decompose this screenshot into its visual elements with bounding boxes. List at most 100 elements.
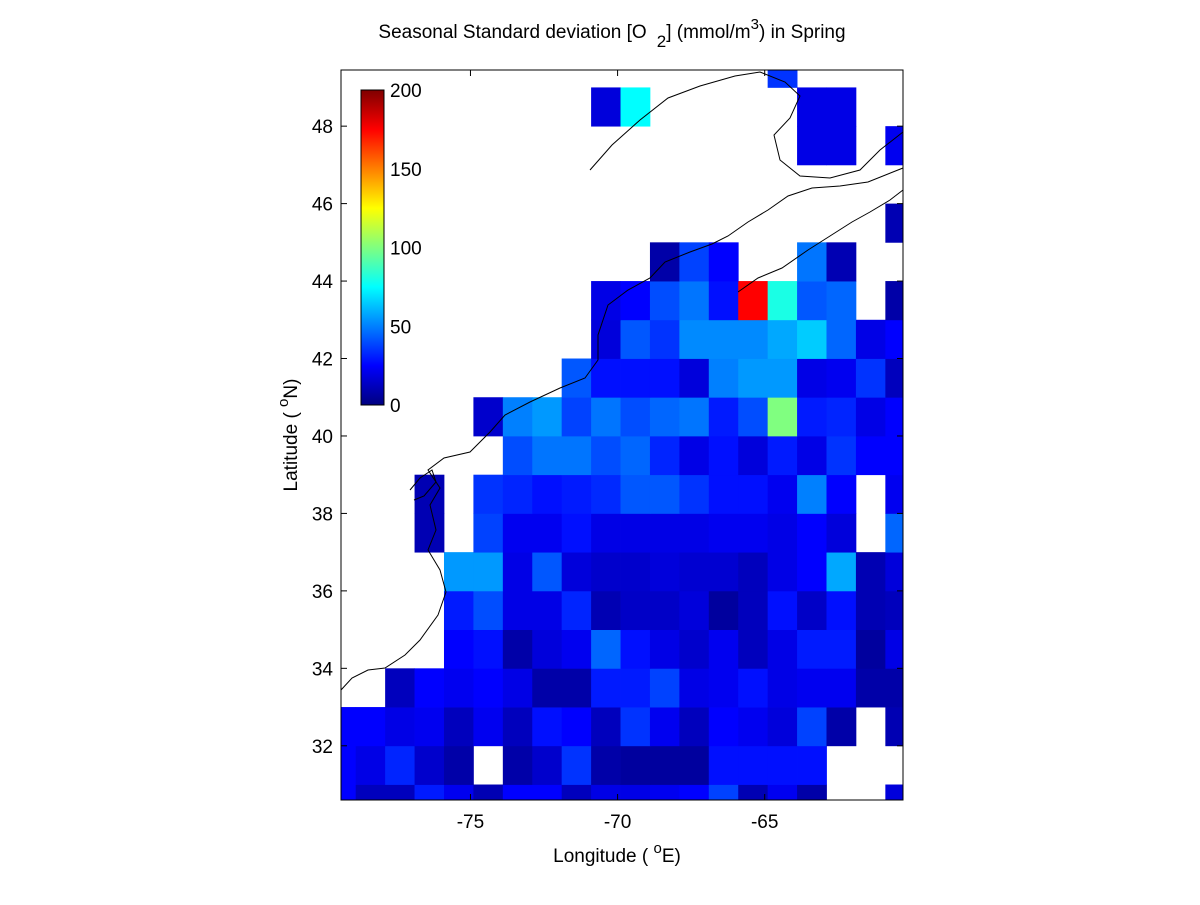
colorbar-tick-label: 200: [390, 81, 422, 102]
heatmap-cell: [767, 281, 798, 321]
heatmap-cell: [885, 397, 904, 437]
heatmap-cell: [561, 358, 592, 398]
heatmap-cell: [767, 629, 798, 669]
heatmap-cell: [649, 784, 680, 801]
heatmap-cell: [649, 474, 680, 514]
heatmap-cell: [767, 70, 798, 88]
title-part: ] (mmol/m: [666, 22, 750, 43]
heatmap-cell: [355, 745, 386, 785]
heatmap-cell: [855, 397, 886, 437]
heatmap-cell: [649, 707, 680, 747]
heatmap-cell: [797, 126, 827, 166]
heatmap-cell: [797, 319, 827, 359]
heatmap-cell: [341, 707, 357, 747]
heatmap-cell: [414, 474, 445, 514]
heatmap-cell: [385, 784, 415, 801]
heatmap-cell: [620, 397, 651, 437]
heatmap-cell: [679, 281, 710, 321]
label-part: E): [662, 846, 681, 867]
heatmap-cell: [532, 745, 563, 785]
heatmap-cell: [885, 319, 904, 359]
label-part: Latitude (: [281, 407, 302, 492]
x-tick-label: -70: [604, 812, 631, 833]
heatmap-cell: [443, 784, 474, 801]
y-tick-label: 42: [312, 350, 333, 371]
heatmap-cell: [502, 745, 533, 785]
heatmap-cell: [679, 242, 710, 282]
heatmap-cell: [826, 552, 857, 592]
chart-title: Seasonal Standard deviation [O 2] (mmol/m…: [378, 16, 845, 51]
heatmap-cell: [591, 745, 621, 785]
heatmap-cell: [708, 435, 739, 476]
heatmap-cell: [620, 358, 651, 398]
coastline: [340, 71, 904, 691]
heatmap-cell: [679, 513, 710, 553]
heatmap-cell: [797, 242, 827, 282]
heatmap-cell: [561, 474, 592, 514]
heatmap-cell: [885, 513, 904, 553]
heatmap-cell: [767, 784, 798, 801]
heatmap-cell: [443, 629, 474, 669]
x-axis-label: Longitude ( oE): [553, 840, 681, 867]
heatmap-cell: [620, 590, 651, 631]
heatmap-cell: [885, 668, 904, 708]
heatmap-cell: [708, 590, 739, 631]
heatmap-cell: [708, 242, 739, 282]
y-tick-label: 48: [312, 117, 333, 138]
heatmap-cell: [767, 474, 798, 514]
heatmap-cell: [355, 707, 386, 747]
heatmap-cell: [591, 707, 621, 747]
heatmap-cell: [414, 745, 445, 785]
heatmap-cell: [561, 707, 592, 747]
heatmap-cell: [885, 358, 904, 398]
heatmap-cell: [708, 784, 739, 801]
heatmap-cell: [855, 358, 886, 398]
heatmap-cell: [826, 590, 857, 631]
heatmap-cell: [502, 474, 533, 514]
heatmap-cell: [708, 281, 739, 321]
heatmap-cell: [767, 668, 798, 708]
heatmap-cell: [738, 513, 769, 553]
heatmap-cell: [855, 319, 886, 359]
heatmap-cell: [502, 707, 533, 747]
x-tick-label: -65: [751, 812, 778, 833]
heatmap-cell: [679, 668, 710, 708]
heatmap-cell: [591, 513, 621, 553]
heatmap-cell: [826, 126, 857, 166]
heatmap-cell: [502, 629, 533, 669]
heatmap-cell: [502, 435, 533, 476]
heatmap-cell: [502, 784, 533, 801]
heatmap-cell: [620, 474, 651, 514]
heatmap-cell: [591, 474, 621, 514]
heatmap-cell: [708, 474, 739, 514]
heatmap-cell: [855, 435, 886, 476]
heatmap-cell: [797, 668, 827, 708]
heatmap-cell: [414, 707, 445, 747]
heatmap-cell: [561, 629, 592, 669]
heatmap-cell: [591, 784, 621, 801]
x-tick-label: -75: [457, 812, 484, 833]
heatmap-cell: [414, 784, 445, 801]
heatmap-cell: [473, 474, 504, 514]
heatmap-cell: [855, 629, 886, 669]
coastline: [409, 469, 437, 501]
heatmap-cell: [679, 319, 710, 359]
heatmap-cell: [561, 668, 592, 708]
y-axis-label: Latitude ( oN): [275, 379, 302, 492]
heatmap-cell: [738, 435, 769, 476]
heatmap-cell: [443, 745, 474, 785]
y-tick-label: 38: [312, 504, 333, 525]
heatmap-cell: [767, 552, 798, 592]
heatmap-cell: [649, 435, 680, 476]
heatmap-cell: [826, 281, 857, 321]
heatmap-cell: [738, 590, 769, 631]
heatmap-cell: [620, 87, 651, 127]
heatmap-cell: [502, 552, 533, 592]
heatmap-cell: [679, 707, 710, 747]
heatmap-cell: [620, 319, 651, 359]
heatmap-cell: [649, 358, 680, 398]
heatmap-cell: [738, 474, 769, 514]
heatmap-cell: [385, 668, 415, 708]
y-tick-label: 40: [312, 427, 333, 448]
heatmap-cell: [885, 474, 904, 514]
